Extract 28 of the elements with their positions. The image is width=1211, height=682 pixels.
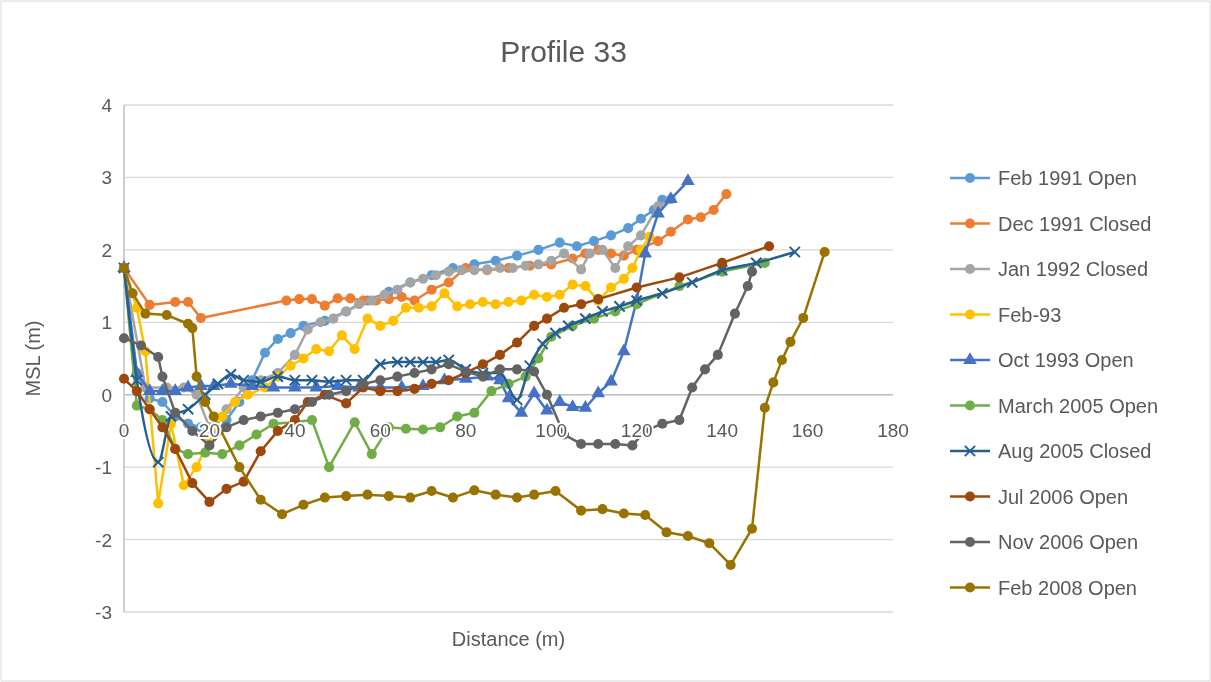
legend-label: March 2005 Open: [998, 394, 1159, 417]
chart-title: Profile 33: [500, 35, 627, 68]
legend-label: Aug 2005 Closed: [998, 440, 1152, 462]
legend-label: Feb 2008 Open: [998, 576, 1137, 599]
y-tick-label: 1: [101, 312, 112, 334]
y-tick-label: 4: [101, 95, 113, 116]
x-tick-label: 80: [455, 419, 477, 441]
legend-label: Oct 1993 Open: [998, 349, 1134, 371]
legend-label: Nov 2006 Open: [998, 531, 1139, 553]
legend-label: Feb-93: [998, 303, 1062, 326]
y-tick-label: -3: [95, 602, 112, 623]
legend-label: Jan 1992 Closed: [998, 258, 1149, 280]
y-tick-label: 2: [101, 239, 112, 261]
y-axis-title: MSL (m): [22, 320, 44, 397]
x-tick-label: 40: [284, 419, 306, 441]
x-tick-label: 180: [877, 419, 909, 441]
legend-label: Dec 1991 Closed: [998, 212, 1152, 235]
y-tick-label: 3: [101, 167, 112, 189]
x-tick-label: 160: [791, 419, 824, 441]
x-tick-label: 140: [706, 419, 738, 441]
legend-label: Feb 1991 Open: [998, 167, 1137, 189]
y-tick-label: -2: [95, 529, 112, 551]
y-tick-label: -1: [95, 457, 112, 479]
y-tick-label: 0: [101, 384, 112, 406]
x-axis-title: Distance (m): [451, 628, 566, 650]
legend-label: Jul 2006 Open: [998, 485, 1129, 508]
x-tick-label: 0: [118, 419, 130, 441]
x-tick-label: 20: [198, 419, 221, 441]
